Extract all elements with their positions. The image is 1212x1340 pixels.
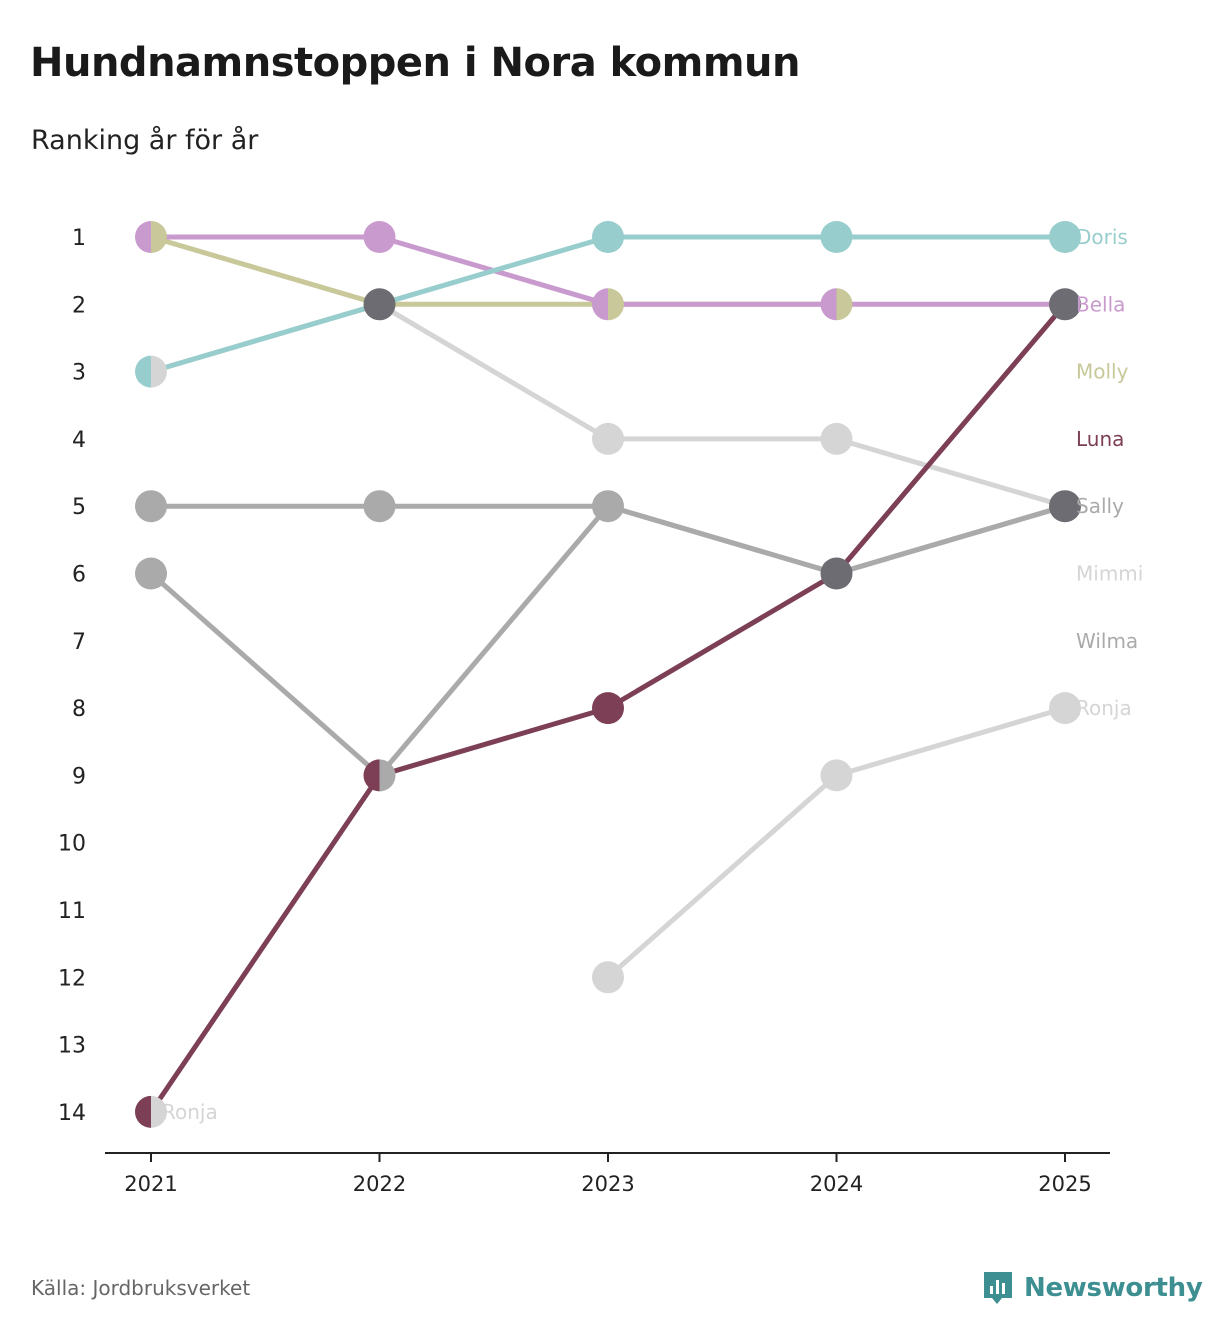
x-tick-label: 2025 [1038, 1172, 1091, 1196]
end-label-wilma: Wilma [1076, 629, 1138, 653]
series-line-wilma [148, 503, 1068, 778]
y-tick-label: 7 [72, 630, 86, 655]
y-tick-label: 5 [72, 495, 86, 520]
end-label-doris: Doris [1076, 225, 1128, 249]
series-labels: Doris Bella Molly Luna Sally Mimmi Wilma Ronja R… [162, 225, 1143, 1124]
y-tick-label: 2 [72, 293, 86, 318]
end-label-ronja: Ronja [1076, 696, 1132, 720]
chart-subtitle: Ranking år för år [31, 125, 259, 156]
newsworthy-logo-icon [984, 1272, 1012, 1304]
rank-marker-2021-1 [135, 221, 167, 253]
y-tick-label: 14 [58, 1101, 86, 1126]
rank-marker-2025-2 [1049, 288, 1081, 321]
rank-marker-2025-5 [1049, 490, 1081, 523]
start-label-ronja: Ronja [162, 1100, 218, 1124]
y-tick-label: 3 [72, 361, 86, 386]
rank-marker-2024-4 [820, 422, 853, 455]
source-note: Källa: Jordbruksverket [31, 1276, 251, 1300]
y-tick-label: 10 [58, 832, 86, 857]
rank-marker-2023-12 [592, 961, 624, 994]
rank-marker-2021-14 [135, 1095, 167, 1128]
end-label-sally: Sally [1076, 494, 1124, 518]
rank-marker-2021-6 [135, 557, 167, 590]
y-tick-label: 1 [72, 226, 86, 251]
rank-marker-2022-9 [363, 759, 396, 792]
rank-marker-2023-4 [592, 422, 624, 455]
rank-marker-2025-1 [1049, 221, 1081, 253]
end-label-bella: Bella [1076, 292, 1125, 316]
rank-marker-2022-5 [363, 490, 396, 523]
end-label-mimmi: Mimmi [1076, 562, 1143, 586]
x-tick-label: 2021 [124, 1172, 177, 1196]
y-tick-label: 8 [72, 697, 86, 722]
end-label-molly: Molly [1076, 360, 1129, 384]
rank-marker-2024-2 [820, 288, 853, 321]
chart-title: Hundnamnstoppen i Nora kommun [30, 40, 800, 86]
rank-marker-2023-5 [592, 490, 624, 523]
series-line-ronja [605, 705, 1068, 980]
rank-marker-2024-9 [820, 759, 853, 792]
rank-marker-2024-6 [820, 557, 853, 590]
rank-marker-2023-1 [592, 221, 624, 253]
end-label-luna: Luna [1076, 427, 1124, 451]
y-tick-label: 12 [58, 966, 86, 991]
y-tick-label: 6 [72, 563, 86, 588]
x-tick-label: 2023 [581, 1172, 634, 1196]
rank-marker-2021-5 [135, 490, 167, 523]
newsworthy-logo: Newsworthy [982, 1270, 1203, 1306]
series-line-mimmi [148, 301, 1068, 509]
rank-marker-2023-2 [592, 288, 624, 321]
x-tick-label: 2024 [810, 1172, 863, 1196]
rank-markers [135, 221, 1081, 1128]
rank-marker-2022-2 [363, 288, 396, 321]
rank-marker-2023-8 [592, 692, 624, 725]
y-tick-label: 13 [58, 1034, 86, 1059]
y-tick-label: 4 [72, 428, 86, 453]
rank-marker-2021-3 [135, 355, 167, 388]
rank-marker-2024-1 [820, 221, 853, 253]
y-tick-label: 9 [72, 764, 86, 789]
brand-name: Newsworthy [1024, 1273, 1203, 1303]
rank-marker-2025-8 [1049, 692, 1081, 725]
y-tick-label: 11 [58, 899, 86, 924]
rank-marker-2022-1 [363, 221, 396, 253]
x-tick-label: 2022 [353, 1172, 406, 1196]
